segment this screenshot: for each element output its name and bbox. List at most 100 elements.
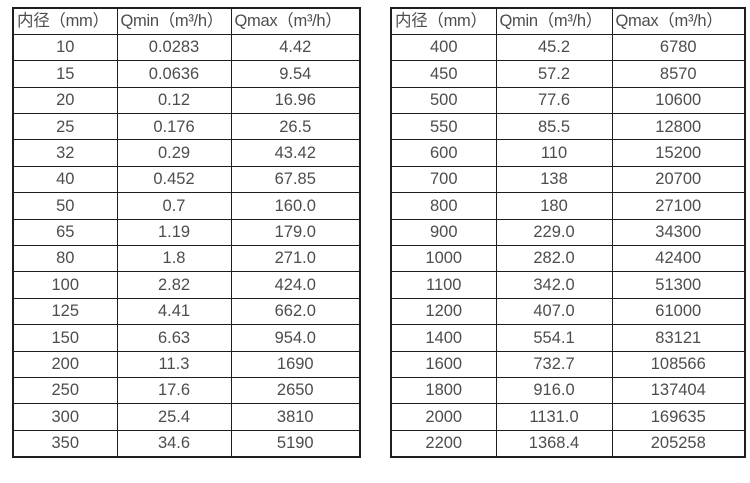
cell-qmin: 6.63 — [116, 324, 232, 352]
table-row: 500 77.6 10600 — [390, 86, 746, 115]
cell-diameter: 550 — [390, 113, 497, 141]
cell-qmax: 83121 — [611, 324, 746, 352]
cell-qmin: 85.5 — [495, 113, 613, 141]
cell-qmin: 34.6 — [116, 429, 232, 458]
cell-diameter: 600 — [390, 139, 497, 167]
cell-diameter: 65 — [12, 218, 118, 247]
table-row: 50 0.7 160.0 — [12, 192, 361, 220]
table-row: 1200 407.0 61000 — [390, 297, 746, 326]
cell-qmax: 169635 — [611, 403, 746, 431]
table-row: 900 229.0 34300 — [390, 218, 746, 247]
table-row: 1600 732.7 108566 — [390, 350, 746, 378]
cell-qmax: 3810 — [230, 403, 361, 431]
table-row: 20 0.12 16.96 — [12, 86, 361, 115]
cell-diameter: 25 — [12, 113, 118, 141]
table-row: 200 11.3 1690 — [12, 350, 361, 378]
cell-qmax: 61000 — [611, 297, 746, 326]
cell-qmin: 0.452 — [116, 165, 232, 194]
cell-qmax: 137404 — [611, 376, 746, 405]
cell-qmin: 4.41 — [116, 297, 232, 326]
cell-qmin: 342.0 — [495, 271, 613, 299]
table-row: 300 25.4 3810 — [12, 403, 361, 431]
cell-qmax: 34300 — [611, 218, 746, 247]
cell-qmax: 108566 — [611, 350, 746, 378]
cell-qmax: 160.0 — [230, 192, 361, 220]
cell-qmax: 2650 — [230, 376, 361, 405]
cell-qmin: 229.0 — [495, 218, 613, 247]
cell-diameter: 32 — [12, 139, 118, 167]
cell-qmin: 0.0636 — [116, 60, 232, 88]
table-row: 125 4.41 662.0 — [12, 297, 361, 326]
cell-diameter: 300 — [12, 403, 118, 431]
cell-qmax: 20700 — [611, 165, 746, 194]
cell-qmin: 407.0 — [495, 297, 613, 326]
cell-diameter: 40 — [12, 165, 118, 194]
cell-qmax: 51300 — [611, 271, 746, 299]
cell-qmin: 57.2 — [495, 60, 613, 88]
column-header-qmin: Qmin（m³/h） — [116, 7, 232, 35]
table-row: 1000 282.0 42400 — [390, 245, 746, 273]
column-header-diameter: 内径（mm） — [390, 7, 497, 35]
cell-qmin: 1368.4 — [495, 429, 613, 458]
header-row: 内径（mm） Qmin（m³/h） Qmax（m³/h） — [390, 7, 746, 35]
cell-qmax: 179.0 — [230, 218, 361, 247]
cell-diameter: 80 — [12, 245, 118, 273]
table-row: 1800 916.0 137404 — [390, 376, 746, 405]
cell-qmax: 6780 — [611, 33, 746, 62]
cell-qmin: 0.12 — [116, 86, 232, 115]
table-row: 2200 1368.4 205258 — [390, 429, 746, 458]
cell-diameter: 350 — [12, 429, 118, 458]
cell-qmax: 1690 — [230, 350, 361, 378]
cell-diameter: 800 — [390, 192, 497, 220]
cell-qmin: 77.6 — [495, 86, 613, 115]
column-header-qmax: Qmax（m³/h） — [611, 7, 746, 35]
column-header-diameter: 内径（mm） — [12, 7, 118, 35]
cell-qmin: 180 — [495, 192, 613, 220]
table-row: 80 1.8 271.0 — [12, 245, 361, 273]
cell-qmax: 662.0 — [230, 297, 361, 326]
cell-qmin: 45.2 — [495, 33, 613, 62]
cell-qmax: 15200 — [611, 139, 746, 167]
table-row: 800 180 27100 — [390, 192, 746, 220]
cell-qmin: 916.0 — [495, 376, 613, 405]
cell-qmax: 12800 — [611, 113, 746, 141]
cell-diameter: 150 — [12, 324, 118, 352]
table-row: 65 1.19 179.0 — [12, 218, 361, 247]
cell-qmin: 0.0283 — [116, 33, 232, 62]
cell-diameter: 1400 — [390, 324, 497, 352]
cell-qmax: 4.42 — [230, 33, 361, 62]
cell-diameter: 400 — [390, 33, 497, 62]
table-row: 700 138 20700 — [390, 165, 746, 194]
cell-diameter: 2200 — [390, 429, 497, 458]
cell-diameter: 15 — [12, 60, 118, 88]
cell-qmax: 8570 — [611, 60, 746, 88]
flow-spec-table-small-diameter: 内径（mm） Qmin（m³/h） Qmax（m³/h） 10 0.0283 4.4… — [12, 7, 361, 458]
cell-qmin: 2.82 — [116, 271, 232, 299]
cell-qmin: 0.29 — [116, 139, 232, 167]
table-row: 32 0.29 43.42 — [12, 139, 361, 167]
cell-qmax: 67.85 — [230, 165, 361, 194]
cell-diameter: 200 — [12, 350, 118, 378]
cell-qmax: 27100 — [611, 192, 746, 220]
cell-diameter: 10 — [12, 33, 118, 62]
table-row: 400 45.2 6780 — [390, 33, 746, 62]
table-row: 1400 554.1 83121 — [390, 324, 746, 352]
cell-diameter: 2000 — [390, 403, 497, 431]
table-row: 100 2.82 424.0 — [12, 271, 361, 299]
cell-diameter: 700 — [390, 165, 497, 194]
table-row: 450 57.2 8570 — [390, 60, 746, 88]
cell-qmax: 954.0 — [230, 324, 361, 352]
cell-qmax: 10600 — [611, 86, 746, 115]
cell-qmax: 43.42 — [230, 139, 361, 167]
cell-diameter: 50 — [12, 192, 118, 220]
cell-diameter: 20 — [12, 86, 118, 115]
cell-qmin: 732.7 — [495, 350, 613, 378]
cell-qmin: 282.0 — [495, 245, 613, 273]
table-row: 15 0.0636 9.54 — [12, 60, 361, 88]
table-row: 40 0.452 67.85 — [12, 165, 361, 194]
cell-qmax: 26.5 — [230, 113, 361, 141]
table-row: 600 110 15200 — [390, 139, 746, 167]
cell-qmin: 17.6 — [116, 376, 232, 405]
cell-qmin: 138 — [495, 165, 613, 194]
cell-qmax: 205258 — [611, 429, 746, 458]
